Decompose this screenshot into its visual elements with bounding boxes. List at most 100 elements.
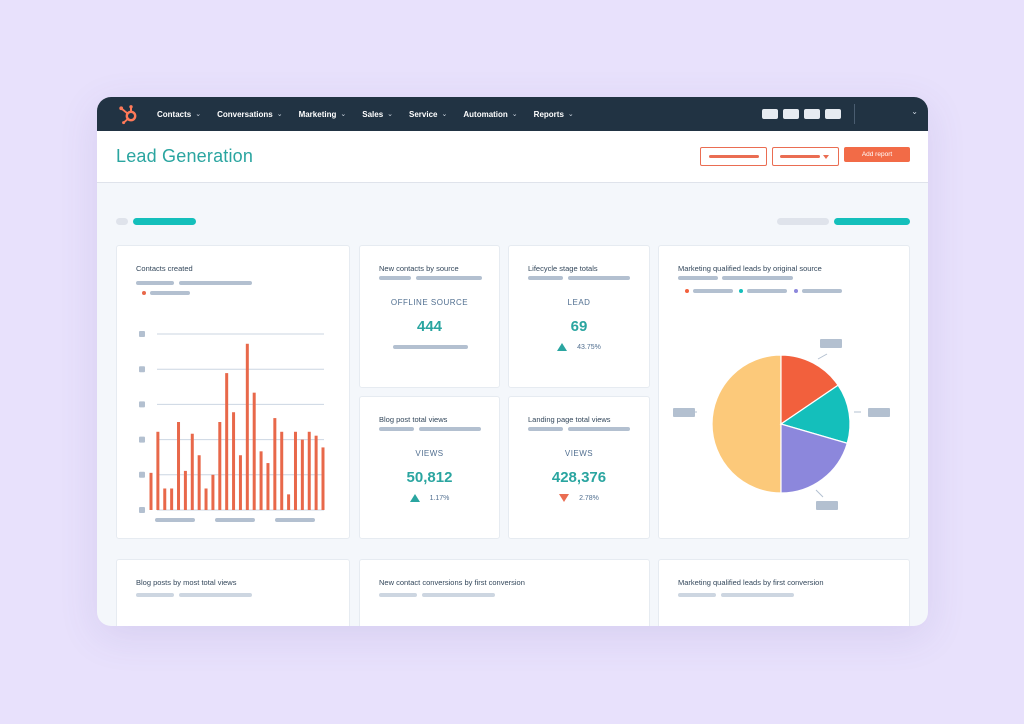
nav-utility-button-3[interactable] bbox=[804, 109, 820, 119]
card-subtitle-placeholder bbox=[528, 427, 563, 431]
bar[interactable] bbox=[321, 447, 325, 510]
x-axis-label-placeholder bbox=[215, 518, 255, 522]
card-title: Contacts created bbox=[136, 264, 193, 273]
nav-automation-label: Automation bbox=[463, 109, 508, 119]
bar[interactable] bbox=[149, 472, 153, 510]
bar[interactable] bbox=[300, 439, 304, 510]
pie-slice[interactable] bbox=[780, 423, 849, 494]
nav-contacts[interactable]: Contacts ⌄ bbox=[157, 110, 201, 119]
button-placeholder-label bbox=[709, 155, 759, 158]
bar[interactable] bbox=[280, 431, 284, 510]
bar[interactable] bbox=[293, 431, 297, 510]
metric-delta-value: 43.75% bbox=[577, 343, 601, 351]
card-subtitle-placeholder bbox=[379, 427, 414, 431]
nav-reports[interactable]: Reports ⌄ bbox=[534, 110, 574, 119]
dashboard-actions-button[interactable] bbox=[700, 147, 767, 166]
card-subtitle-placeholder bbox=[722, 276, 793, 280]
card-title: New contact conversions by first convers… bbox=[379, 578, 525, 587]
pie-slice[interactable] bbox=[780, 354, 839, 426]
card-subtitle-placeholder bbox=[528, 276, 563, 280]
card-subtitle-placeholder bbox=[721, 593, 794, 597]
card-contacts-created[interactable]: Contacts created bbox=[116, 245, 350, 539]
metric-delta-value: 2.78% bbox=[579, 494, 599, 502]
bar[interactable] bbox=[259, 451, 263, 510]
bar[interactable] bbox=[225, 373, 229, 510]
bar[interactable] bbox=[273, 418, 277, 510]
legend-label-placeholder bbox=[693, 289, 733, 293]
bar[interactable] bbox=[238, 455, 242, 510]
filter-chip-placeholder[interactable] bbox=[116, 218, 128, 225]
chevron-down-icon: ⌄ bbox=[511, 111, 518, 118]
card-blog-posts-by-views[interactable]: Blog posts by most total views bbox=[116, 559, 350, 626]
bar[interactable] bbox=[218, 422, 222, 510]
metric-delta: 1.17% bbox=[360, 494, 499, 502]
card-new-contact-conversions[interactable]: New contact conversions by first convers… bbox=[359, 559, 650, 626]
contacts-created-chart bbox=[139, 291, 325, 522]
bar[interactable] bbox=[307, 431, 311, 510]
main-menu: Contacts ⌄ Conversations ⌄ Marketing ⌄ Sale… bbox=[157, 97, 590, 131]
y-axis-tick-placeholder bbox=[139, 366, 145, 373]
bar[interactable] bbox=[183, 470, 187, 510]
nav-utility-button-4[interactable] bbox=[825, 109, 841, 119]
card-mql-by-original-source[interactable]: Marketing qualified leads by original so… bbox=[658, 245, 910, 539]
bar[interactable] bbox=[314, 435, 318, 510]
frequency-selector[interactable] bbox=[834, 218, 910, 225]
card-title: Lifecycle stage totals bbox=[528, 264, 598, 273]
bar[interactable] bbox=[163, 488, 167, 510]
pie-slice[interactable] bbox=[711, 354, 782, 494]
card-subtitle-placeholder bbox=[568, 427, 630, 431]
card-lifecycle-stage-totals[interactable]: Lifecycle stage totals LEAD 69 43.75% bbox=[508, 245, 650, 388]
x-axis-label-placeholder bbox=[155, 518, 195, 522]
card-new-contacts-by-source[interactable]: New contacts by source OFFLINE SOURCE 44… bbox=[359, 245, 500, 388]
card-landing-page-total-views[interactable]: Landing page total views VIEWS 428,376 2… bbox=[508, 396, 650, 539]
app-window: Contacts ⌄ Conversations ⌄ Marketing ⌄ Sale… bbox=[97, 97, 928, 626]
add-report-button[interactable]: Add report bbox=[844, 147, 910, 162]
bar[interactable] bbox=[177, 422, 181, 510]
nav-marketing[interactable]: Marketing ⌄ bbox=[299, 110, 347, 119]
nav-service[interactable]: Service ⌄ bbox=[409, 110, 447, 119]
nav-marketing-label: Marketing bbox=[298, 109, 337, 119]
legend-label-placeholder bbox=[802, 289, 842, 293]
bar[interactable] bbox=[197, 455, 201, 510]
nav-utility-button-2[interactable] bbox=[783, 109, 799, 119]
account-menu-chevron-icon[interactable]: ⌄ bbox=[911, 107, 918, 116]
card-blog-post-total-views[interactable]: Blog post total views VIEWS 50,812 1.17% bbox=[359, 396, 500, 539]
metric-value: 428,376 bbox=[551, 469, 607, 486]
top-navigation-bar: Contacts ⌄ Conversations ⌄ Marketing ⌄ Sale… bbox=[97, 97, 928, 131]
bar[interactable] bbox=[211, 474, 215, 510]
bar[interactable] bbox=[232, 412, 236, 510]
bar[interactable] bbox=[266, 463, 270, 510]
nav-utility-area: ⌄ bbox=[758, 97, 928, 131]
y-axis-tick-placeholder bbox=[139, 436, 145, 443]
bar[interactable] bbox=[287, 494, 291, 510]
card-title: Blog post total views bbox=[379, 415, 448, 424]
button-placeholder-label bbox=[780, 155, 820, 158]
y-axis-tick-placeholder bbox=[139, 507, 145, 513]
bar[interactable] bbox=[156, 431, 160, 510]
trend-up-icon bbox=[409, 494, 420, 502]
chevron-down-icon: ⌄ bbox=[195, 111, 202, 118]
pie-callout-label bbox=[673, 408, 695, 417]
nav-sales[interactable]: Sales ⌄ bbox=[362, 110, 393, 119]
card-mql-by-first-conversion[interactable]: Marketing qualified leads by first conve… bbox=[658, 559, 910, 626]
pie-callout-label bbox=[868, 408, 890, 417]
nav-automation[interactable]: Automation ⌄ bbox=[463, 110, 517, 119]
page-title: Lead Generation bbox=[116, 146, 254, 166]
bar[interactable] bbox=[245, 343, 249, 510]
bar[interactable] bbox=[204, 488, 208, 510]
nav-utility-button-1[interactable] bbox=[762, 109, 778, 119]
trend-down-icon bbox=[559, 494, 570, 502]
hubspot-logo-icon[interactable] bbox=[117, 103, 139, 125]
y-axis-tick-placeholder bbox=[139, 471, 145, 478]
bar[interactable] bbox=[170, 488, 174, 510]
filter-chip-active[interactable] bbox=[133, 218, 196, 225]
card-subtitle-placeholder bbox=[422, 593, 495, 597]
y-axis-tick-placeholder bbox=[139, 331, 145, 337]
dashboard-header: Lead Generation Add report bbox=[97, 131, 928, 183]
dashboard-dropdown-button[interactable] bbox=[772, 147, 839, 166]
bar[interactable] bbox=[190, 433, 194, 510]
bar[interactable] bbox=[252, 392, 256, 510]
date-range-placeholder[interactable] bbox=[777, 218, 829, 225]
nav-conversations[interactable]: Conversations ⌄ bbox=[217, 110, 282, 119]
metric-delta: 2.78% bbox=[509, 494, 649, 502]
